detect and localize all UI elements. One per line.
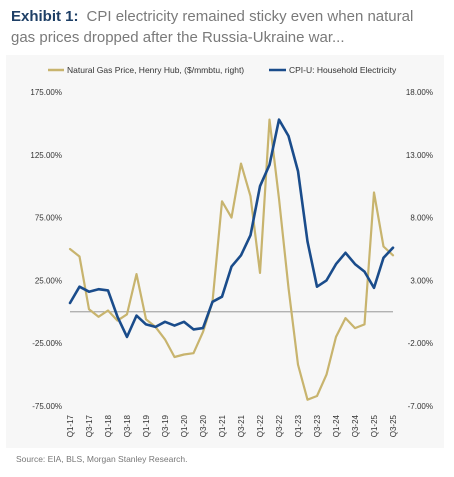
exhibit-label: Exhibit 1:: [11, 8, 79, 25]
y-left-tick-label: 25.00%: [35, 276, 62, 285]
x-tick-label: Q3-19: [161, 414, 170, 437]
x-tick-label: Q3-23: [313, 414, 322, 437]
x-tick-label: Q3-24: [351, 414, 360, 437]
series-line-natural-gas: [68, 118, 395, 401]
y-right-tick-label: 13.00%: [406, 151, 433, 160]
y-right-tick-label: 3.00%: [410, 276, 433, 285]
x-tick-label: Q1-17: [66, 414, 75, 437]
y-left-tick-label: 125.00%: [30, 151, 62, 160]
y-left-tick-label: -25.00%: [32, 339, 62, 348]
x-tick-label: Q1-18: [104, 414, 113, 437]
y-left-tick-label: -75.00%: [32, 402, 62, 411]
x-tick-label: Q3-21: [237, 414, 246, 437]
x-axis: Q1-17 Q3-17 Q1-18 Q3-18 Q1-19 Q3-19 Q1-20 Q3-20…: [66, 414, 398, 437]
x-tick-label: Q1-25: [370, 414, 379, 437]
x-tick-label: Q3-25: [389, 414, 398, 437]
x-tick-label: Q3-17: [85, 414, 94, 437]
y-left-tick-label: 75.00%: [35, 214, 62, 223]
x-tick-label: Q1-23: [294, 414, 303, 437]
legend-label-cpi-electricity: CPI-U: Household Electricity: [289, 65, 397, 75]
y-right-tick-label: 8.00%: [410, 214, 433, 223]
x-tick-label: Q1-24: [332, 414, 341, 437]
x-tick-label: Q3-20: [199, 414, 208, 437]
y-right-tick-label: 18.00%: [406, 88, 433, 97]
source-note: Source: EIA, BLS, Morgan Stanley Researc…: [16, 454, 188, 464]
x-tick-label: Q1-22: [256, 414, 265, 437]
y-axis-right: 18.00% 13.00% 8.00% 3.00% -2.00% -7.00%: [406, 88, 433, 411]
y-right-tick-label: -7.00%: [408, 402, 433, 411]
exhibit-title: Exhibit 1: CPI electricity remained stick…: [11, 6, 441, 48]
series-line-cpi-electricity: [68, 118, 395, 339]
y-right-tick-label: -2.00%: [408, 339, 433, 348]
x-tick-label: Q3-18: [123, 414, 132, 437]
x-tick-label: Q1-19: [142, 414, 151, 437]
x-tick-label: Q3-22: [275, 414, 284, 437]
chart-legend: Natural Gas Price, Henry Hub, ($/mmbtu, …: [48, 65, 397, 75]
exhibit-title-text: CPI electricity remained sticky even whe…: [11, 8, 414, 46]
chart-panel: Natural Gas Price, Henry Hub, ($/mmbtu, …: [6, 55, 444, 448]
line-chart: Natural Gas Price, Henry Hub, ($/mmbtu, …: [30, 65, 433, 437]
y-axis-left: 175.00% 125.00% 75.00% 25.00% -25.00% -75.00%: [30, 88, 62, 411]
x-tick-label: Q1-20: [180, 414, 189, 437]
series-layer: [68, 118, 395, 401]
legend-label-natural-gas: Natural Gas Price, Henry Hub, ($/mmbtu, …: [67, 65, 244, 75]
y-left-tick-label: 175.00%: [30, 88, 62, 97]
x-tick-label: Q1-21: [218, 414, 227, 437]
